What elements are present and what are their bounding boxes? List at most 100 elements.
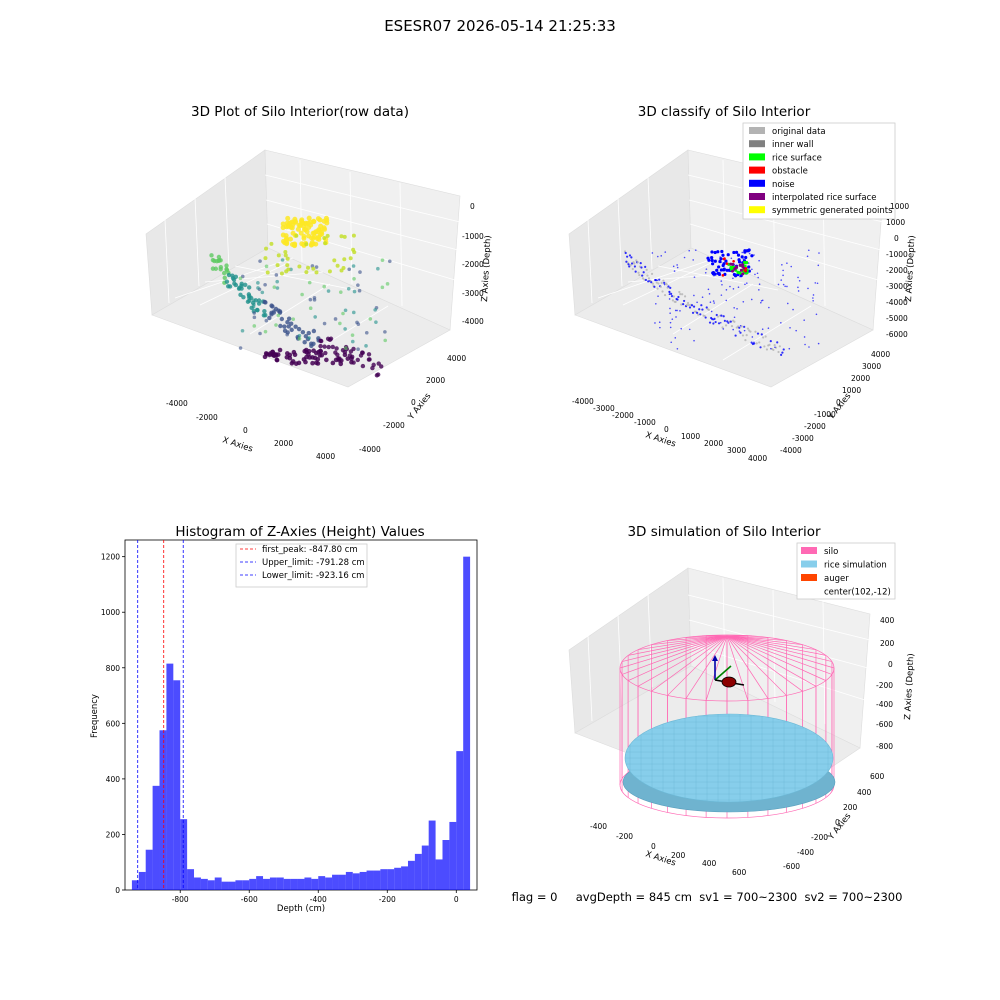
legend-swatch [801,560,817,568]
cls-xtick-label: 0 [664,425,669,434]
cls-ytick-label: 3000 [862,362,881,371]
histogram-xtick-label: -400 [310,895,327,904]
sim-ytick-label: -400 [797,848,814,857]
legend-label: interpolated rice surface [772,193,877,203]
histogram-bar [407,860,415,890]
cls-z-axis-label: Z Axies (Depth) [904,235,917,302]
sim-ztick-label: 0 [888,660,893,669]
raw-ztick-label: 0 [470,202,475,211]
sim-ztick-label: 200 [880,639,895,648]
cls-xtick-label: 2000 [704,439,723,448]
sim-ztick-label: -800 [876,742,893,751]
histogram-bar [131,880,139,890]
simulation-3d-panel: 3D simulation of Silo Interior [568,524,916,877]
cls-ztick-label: -2000 [886,266,908,275]
cls-xtick-label: -3000 [593,404,615,413]
legend-swatch [749,179,765,187]
histogram-bar [373,870,381,890]
classify-y-ticks: 4000 3000 2000 1000 0 -1000 -2000 -3000 … [780,350,890,455]
histogram-bar [428,820,436,890]
cls-xtick-label: 4000 [748,454,767,463]
sim-ytick-label: 200 [843,803,858,812]
cls-xtick-label: -4000 [572,397,594,406]
legend-label: inner wall [772,140,813,150]
raw-xtick-label: -2000 [196,413,218,422]
histogram-bar [401,866,408,890]
cls-ytick-label: -4000 [780,446,802,455]
cls-ztick-label: 1000 [890,202,909,211]
histogram-xtick-label: -600 [241,895,258,904]
histogram-bar [345,871,353,890]
cls-ztick-label: -5000 [886,314,908,323]
cls-ytick-label: 4000 [871,350,890,359]
histogram-bar [235,880,243,890]
histogram-bar [276,877,284,890]
raw-z-ticks: 0 -1000 -2000 -3000 -4000 [462,202,484,326]
simulation-x-ticks: -400 -200 0 200 400 600 [590,822,747,877]
histogram-bar [352,873,360,890]
histogram-bar [152,785,160,890]
histogram-legend-label: first_peak: -847.80 cm [262,545,358,555]
histogram-bar [435,859,443,890]
cls-ytick-label: 2000 [851,374,870,383]
histogram-panel: Histogram of Z-Axies (Height) Values -80… [90,524,478,914]
legend-swatch [749,140,765,148]
sim-ytick-label: -200 [811,833,828,842]
cls-ytick-label: -2000 [804,422,826,431]
legend-swatch [749,127,765,134]
histogram-bar [228,881,236,890]
classify-x-ticks: -4000 -3000 -2000 -1000 0 1000 2000 3000… [572,397,767,463]
histogram-title: Histogram of Z-Axies (Height) Values [175,524,424,540]
sim-ytick-label: 600 [870,772,885,781]
histogram-bar [138,871,146,890]
cls-ztick-label: -4000 [886,298,908,307]
histogram-bar [194,877,201,890]
legend-swatch [749,166,765,174]
raw-z-axis-label: Z Axies (Depth) [480,235,493,302]
histogram-bar [338,874,346,890]
simulation-panel-title: 3D simulation of Silo Interior [627,524,821,540]
histogram-legend-box [235,543,368,588]
histogram-xtick-label: -200 [379,895,396,904]
classify-z-ticks: 1000 1000 0 -1000 -2000 -3000 -4000 -500… [886,202,909,339]
cls-y-axis-label: Y Axies [826,391,854,423]
cls-xtick-label: 3000 [727,446,746,455]
legend-swatch [749,206,765,214]
histogram-bar [325,877,333,890]
classify-point-cloud [623,248,820,357]
simulation-z-ticks: 400 200 0 -200 -400 -600 -800 [876,616,895,751]
legend-label: center(102,-12) [824,588,891,598]
figure-suptitle: ESESR07 2026-05-14 21:25:33 [384,17,616,35]
histogram-x-axis-label: Depth (cm) [277,904,325,914]
histogram-xtick-label: -800 [172,895,189,904]
raw-x-ticks: -4000 -2000 0 2000 4000 [166,399,335,461]
histogram-bar [242,880,250,890]
raw-ztick-label: -4000 [462,317,484,326]
histogram-bar [311,878,319,890]
histogram-bar [283,878,291,890]
sim-ztick-label: -400 [876,700,893,709]
auger-marker [712,655,745,688]
cls-xtick-label: -2000 [612,411,634,420]
raw-panel-title: 3D Plot of Silo Interior(row data) [191,104,409,120]
histogram-bar [304,877,312,890]
raw-ytick-label: 2000 [426,376,445,385]
cls-ztick-label: 1000 [886,218,905,227]
sim-xtick-label: 200 [671,851,686,860]
histogram-ytick-label: 1000 [101,608,120,617]
sim-xtick-label: 600 [732,868,747,877]
cls-ytick-label: -3000 [792,434,814,443]
classify-panel-title: 3D classify of Silo Interior [638,104,811,120]
cls-x-axis-label: X Axies [644,430,677,449]
histogram-x-ticks: -800 -600 -400 -200 0 [172,890,459,904]
histogram-bar [297,878,305,890]
histogram-legend: first_peak: -847.80 cm Upper_limit: -791.… [235,543,368,588]
cls-ztick-label: -6000 [886,330,908,339]
raw-xtick-label: -4000 [166,399,188,408]
histogram-legend-label: Upper_limit: -791.28 cm [262,558,365,568]
raw-ztick-label: -2000 [462,260,484,269]
sim-xtick-label: -200 [616,832,633,841]
raw-ytick-label: 0 [411,398,416,407]
sim-y-axis-label: Y Axies [826,811,854,843]
cls-xtick-label: 1000 [681,432,700,441]
